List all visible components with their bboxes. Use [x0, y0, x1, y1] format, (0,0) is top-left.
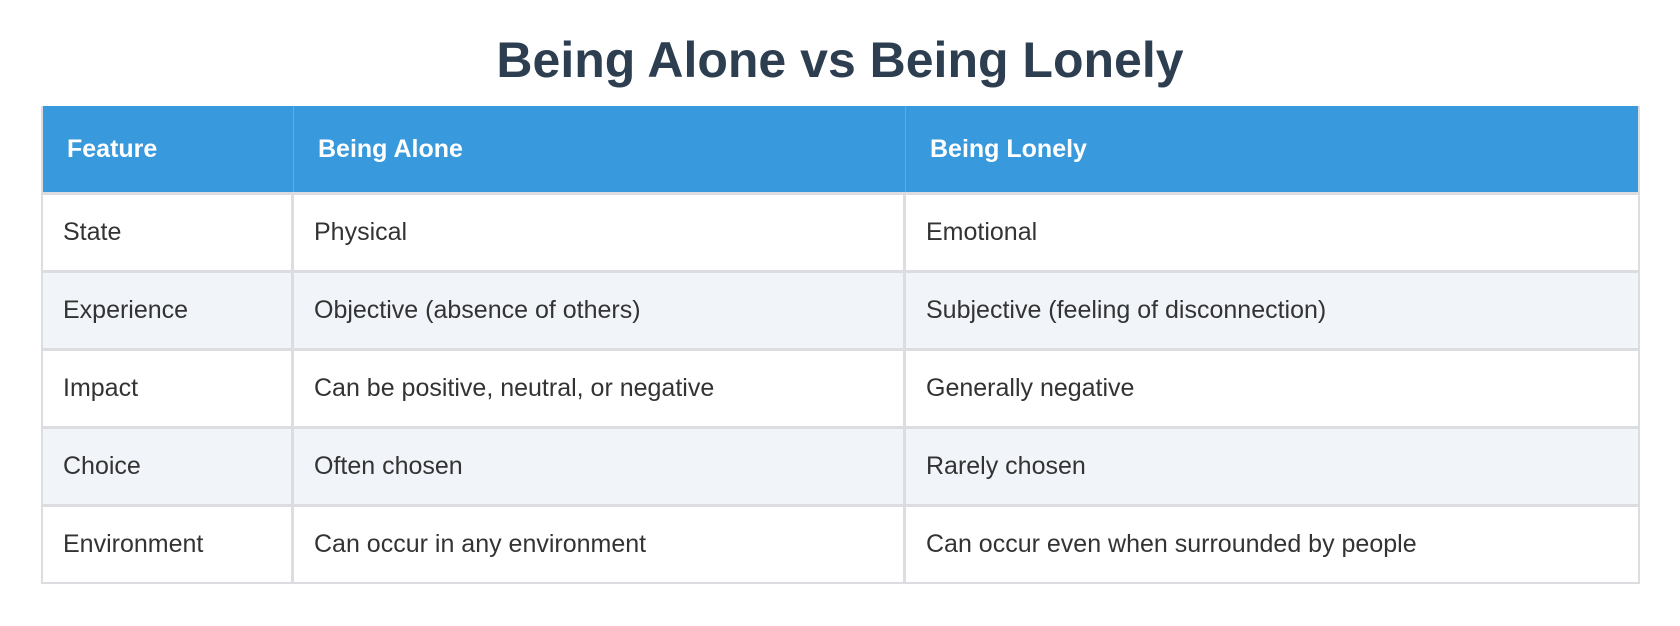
- table-row: Environment Can occur in any environment…: [43, 504, 1638, 582]
- being-lonely-cell: Can occur even when surrounded by people: [906, 504, 1638, 582]
- header-row: Feature Being Alone Being Lonely: [43, 106, 1638, 192]
- header-cell-feature: Feature: [43, 106, 294, 192]
- table-row: Experience Objective (absence of others)…: [43, 270, 1638, 348]
- being-lonely-cell: Rarely chosen: [906, 426, 1638, 504]
- being-alone-cell: Physical: [294, 192, 906, 270]
- feature-cell: Impact: [43, 348, 294, 426]
- table-row: Impact Can be positive, neutral, or nega…: [43, 348, 1638, 426]
- being-alone-cell: Can occur in any environment: [294, 504, 906, 582]
- header-cell-being-alone: Being Alone: [294, 106, 906, 192]
- table-row: Choice Often chosen Rarely chosen: [43, 426, 1638, 504]
- feature-cell: Environment: [43, 504, 294, 582]
- being-lonely-cell: Generally negative: [906, 348, 1638, 426]
- header-cell-being-lonely: Being Lonely: [906, 106, 1638, 192]
- feature-cell: State: [43, 192, 294, 270]
- feature-cell: Experience: [43, 270, 294, 348]
- table-row: State Physical Emotional: [43, 192, 1638, 270]
- feature-cell: Choice: [43, 426, 294, 504]
- being-alone-cell: Often chosen: [294, 426, 906, 504]
- being-alone-cell: Objective (absence of others): [294, 270, 906, 348]
- being-lonely-cell: Subjective (feeling of disconnection): [906, 270, 1638, 348]
- page-title: Being Alone vs Being Lonely: [496, 32, 1184, 88]
- table-header: Feature Being Alone Being Lonely: [43, 106, 1638, 192]
- comparison-table: Feature Being Alone Being Lonely State P…: [41, 106, 1640, 584]
- being-lonely-cell: Emotional: [906, 192, 1638, 270]
- being-alone-cell: Can be positive, neutral, or negative: [294, 348, 906, 426]
- table-body: State Physical Emotional Experience Obje…: [43, 192, 1638, 582]
